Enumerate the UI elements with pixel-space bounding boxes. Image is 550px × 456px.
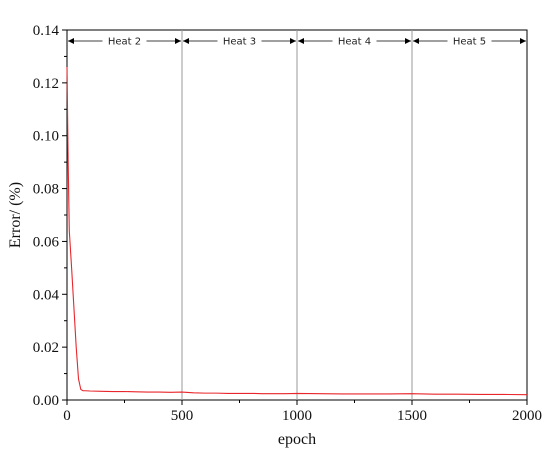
x-tick-label: 1000 xyxy=(282,408,312,424)
y-axis-title: Error/ (%) xyxy=(7,182,24,248)
series-group xyxy=(66,66,528,396)
arrowhead-right xyxy=(290,38,296,44)
x-tick-label: 1500 xyxy=(397,408,427,424)
y-tick-label: 0.04 xyxy=(33,287,60,303)
arrowhead-right xyxy=(405,38,411,44)
y-tick-label: 0.06 xyxy=(33,234,60,250)
y-tick-label: 0.08 xyxy=(33,182,59,198)
y-tick-label: 0.10 xyxy=(33,129,59,145)
phase-label: Heat 5 xyxy=(453,37,486,48)
x-axis-ticks: 0 500 1000 1500 2000 xyxy=(63,400,542,424)
y-tick-label: 0.02 xyxy=(33,340,59,356)
arrowhead-right xyxy=(175,38,181,44)
x-tick-label: 500 xyxy=(171,408,194,424)
phase-annotations: Heat 2 Heat 3 Heat 4 Heat 5 xyxy=(68,37,526,48)
x-tick-label: 2000 xyxy=(512,408,542,424)
y-tick-label: 0.12 xyxy=(33,76,59,92)
phase-label: Heat 3 xyxy=(223,37,256,48)
phase-annotation: Heat 4 xyxy=(298,37,411,48)
arrowhead-left xyxy=(298,38,304,44)
phase-label: Heat 4 xyxy=(338,37,371,48)
arrowhead-left xyxy=(68,38,74,44)
arrowhead-right xyxy=(520,38,526,44)
x-axis-title: epoch xyxy=(278,431,316,448)
phase-separators xyxy=(181,30,413,400)
series-line xyxy=(66,66,528,396)
y-tick-label: 0.00 xyxy=(33,393,59,409)
arrowhead-left xyxy=(183,38,189,44)
phase-annotation: Heat 3 xyxy=(183,37,296,48)
phase-annotation: Heat 2 xyxy=(68,37,181,48)
arrowhead-left xyxy=(413,38,419,44)
phase-annotation: Heat 5 xyxy=(413,37,526,48)
y-axis-ticks: 0.00 0.02 0.04 0.06 0.08 0.10 0.12 0.14 xyxy=(33,23,67,409)
phase-label: Heat 2 xyxy=(108,37,141,48)
y-tick-label: 0.14 xyxy=(33,23,60,39)
x-tick-label: 0 xyxy=(63,408,71,424)
